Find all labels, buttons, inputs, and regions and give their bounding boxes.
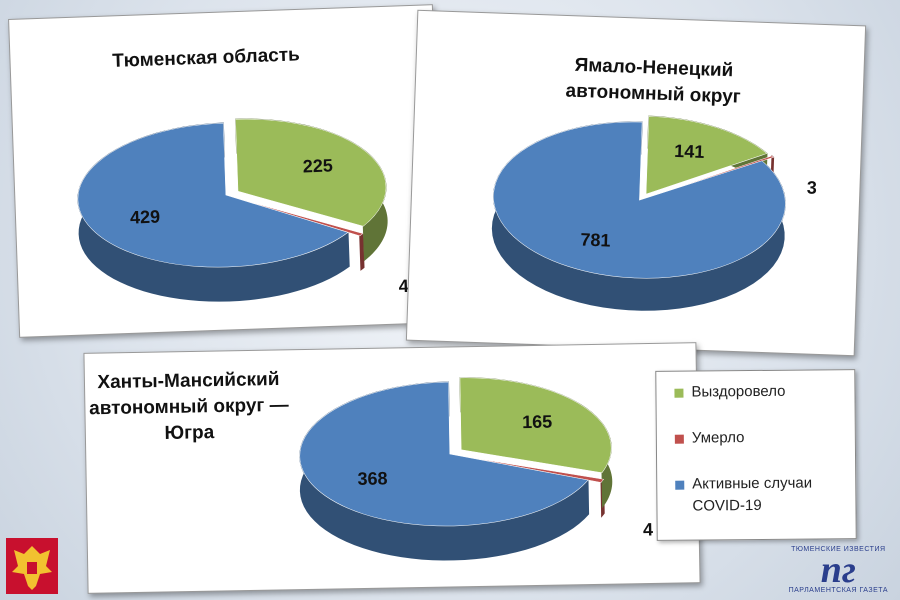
pie-slice (235, 118, 387, 227)
legend-item: Активные случаи COVID-19 (675, 472, 845, 517)
value-label: 4 (398, 276, 409, 296)
shield (27, 562, 37, 574)
pie-slice (459, 377, 612, 473)
value-label: 4 (643, 519, 653, 539)
legend-label: Умерло (691, 429, 745, 447)
pie-slice (299, 381, 589, 527)
legend-swatch (674, 434, 684, 444)
legend-swatch (674, 388, 684, 398)
value-label: 165 (522, 412, 552, 433)
chart-title: автономный округ — (89, 395, 289, 419)
brand-mark: пг (820, 549, 856, 591)
brand-logo: ТЮМЕНСКИЕ ИЗВЕСТИЯ пг ПАРЛАМЕНТСКАЯ ГАЗЕ… (789, 546, 888, 594)
chart-title: Югра (164, 422, 214, 444)
brand-top: ТЮМЕНСКИЕ ИЗВЕСТИЯ (791, 546, 886, 553)
legend-label: Выздоровело (691, 382, 786, 401)
legend-swatch (675, 480, 685, 490)
value-label: 781 (580, 230, 611, 251)
value-label: 3 (806, 177, 817, 197)
chart-title: Ханты-Мансийский (97, 369, 279, 393)
pie-slice (645, 115, 768, 195)
value-label: 141 (674, 141, 705, 162)
pie-slice (77, 122, 349, 268)
emblem-logo (6, 538, 58, 594)
legend-label: Активные случаи COVID-19 (692, 474, 813, 515)
brand-bottom: ПАРЛАМЕНТСКАЯ ГАЗЕТА (788, 587, 888, 594)
emblem-icon (12, 546, 52, 590)
value-label: 225 (303, 155, 334, 176)
pie-slice (237, 198, 364, 237)
legend-item: Умерло (674, 426, 845, 449)
pie-slice (493, 121, 786, 279)
value-label: 429 (130, 207, 161, 228)
legend-item: Выздоровело (674, 380, 844, 403)
legend: Выздоровело Умерло Активные случаи COVID-1… (655, 369, 857, 541)
value-label: 368 (357, 468, 387, 489)
